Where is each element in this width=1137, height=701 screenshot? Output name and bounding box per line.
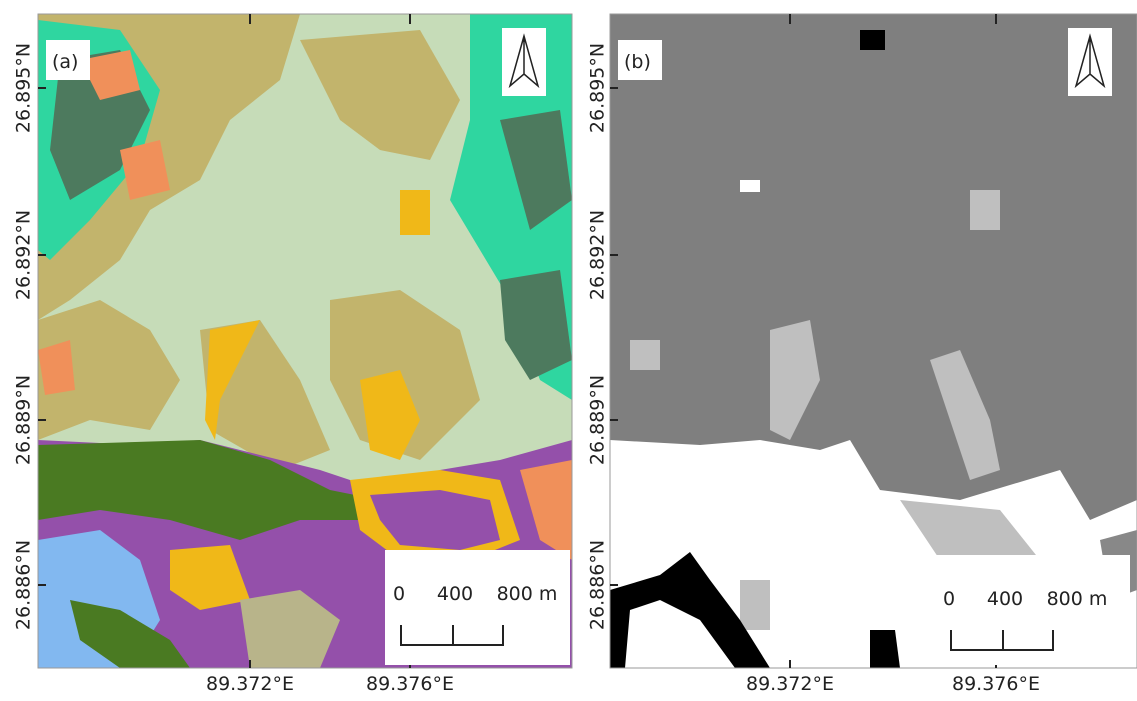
scale-label: 400 xyxy=(987,588,1023,610)
lat-label: 26.889°N xyxy=(13,375,35,465)
lon-label: 89.372°E xyxy=(206,673,294,695)
scale-label: 0 xyxy=(393,583,405,605)
scale-label: 800 m xyxy=(497,583,558,605)
lat-label: 26.886°N xyxy=(587,540,609,630)
panel-label: (a) xyxy=(52,51,78,73)
lat-label: 26.895°N xyxy=(587,43,609,133)
lat-label: 26.895°N xyxy=(13,43,35,133)
lat-label: 26.886°N xyxy=(13,540,35,630)
lat-label: 26.892°N xyxy=(13,210,35,300)
lat-label: 26.892°N xyxy=(587,210,609,300)
scale-label: 800 m xyxy=(1047,588,1108,610)
figure: (a) 26.895°N 26.892°N 26.889°N 26.886°N 89.37… xyxy=(0,0,1137,697)
lon-label: 89.376°E xyxy=(952,673,1040,695)
scale-label: 400 xyxy=(437,583,473,605)
lat-label: 26.889°N xyxy=(587,375,609,465)
scale-box xyxy=(935,555,1130,665)
scale-label: 0 xyxy=(943,588,955,610)
lon-label: 89.372°E xyxy=(746,673,834,695)
lon-label: 89.376°E xyxy=(366,673,454,695)
scale-box xyxy=(385,550,570,665)
panel-label: (b) xyxy=(624,51,651,73)
